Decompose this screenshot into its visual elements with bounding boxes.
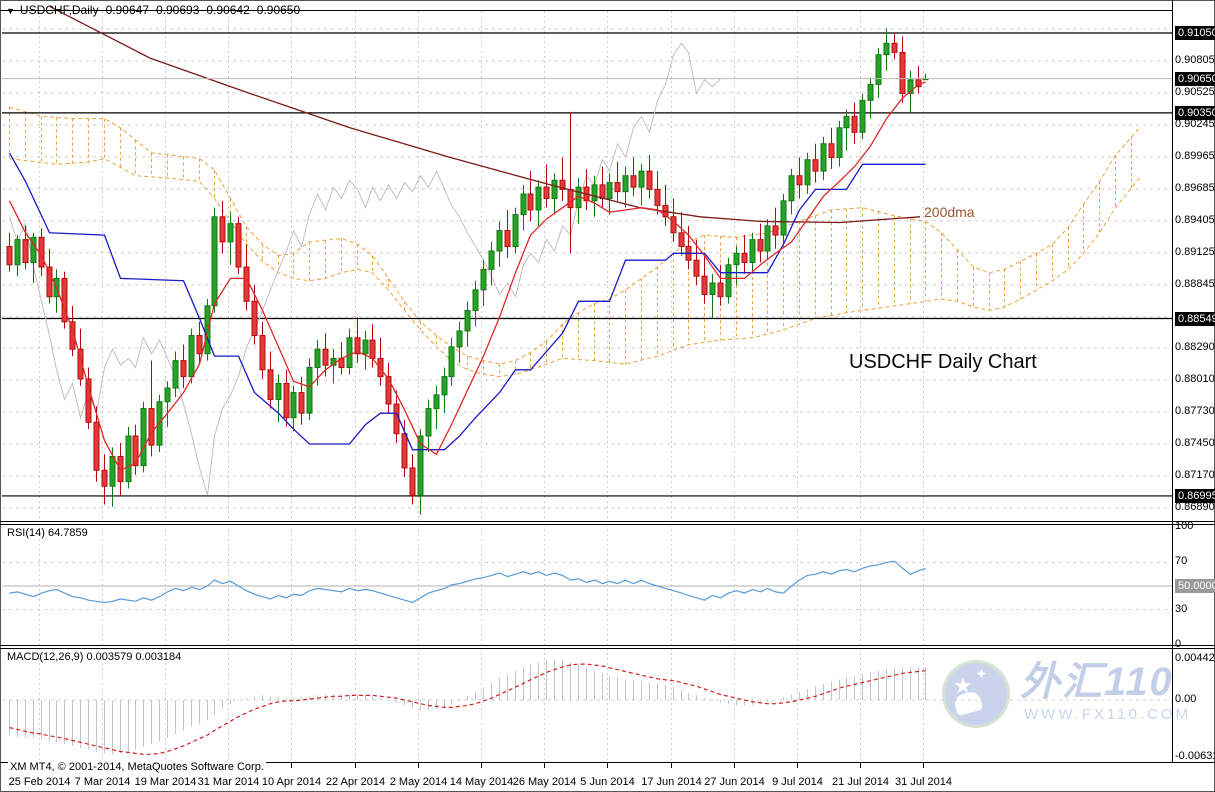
ohlc-close: 0.90650	[256, 3, 301, 17]
time-axis-label: 25 Feb 2014	[8, 776, 71, 788]
price-axis-label: 0.89965	[1175, 150, 1215, 162]
price-tag: 0.90350	[1175, 106, 1215, 120]
time-axis-label: 2 May 2014	[389, 776, 448, 788]
chart-title-bar: ▼ USDCHF,Daily 0.90647 0.90693 0.90642 0.9065…	[6, 3, 300, 17]
price-axis-label: 0.88845	[1175, 278, 1215, 290]
price-tag: 0.90650	[1175, 72, 1215, 86]
time-axis-label: 9 Jul 2014	[772, 776, 823, 788]
time-axis[interactable]: 25 Feb 2014 7 Mar 2014 19 Mar 2014 31 Mar 2…	[0, 763, 1215, 792]
price-axis-label: 0.87450	[1175, 437, 1215, 449]
price-axis-label: 0.89685	[1175, 182, 1215, 194]
price-tag: 0.86995	[1175, 489, 1215, 503]
ohlc-high: 0.90693	[156, 3, 200, 17]
price-axis-label: 0.90245	[1175, 118, 1215, 130]
chart-note-text: USDCHF Daily Chart	[849, 351, 1037, 373]
ma200-label: 200dma	[924, 204, 975, 220]
copyright-text: XM MT4, © 2001-2014, MetaQuotes Software…	[8, 761, 266, 773]
time-axis-label: 27 Jun 2014	[704, 776, 765, 788]
price-axis-label: 0	[1175, 638, 1182, 650]
price-axis-label: -0.006315	[1175, 750, 1215, 762]
time-axis-label: 14 May 2014	[449, 776, 514, 788]
price-axis-label: 30	[1175, 603, 1188, 615]
time-axis-label: 19 Mar 2014	[134, 776, 197, 788]
price-axis-label: 0.88290	[1175, 341, 1215, 353]
price-axis-label: 0.89125	[1175, 246, 1215, 258]
price-axis[interactable]: 0.90805 0.90525 0.90245 0.89965 0.89685 0.894…	[1173, 0, 1215, 763]
price-tag: 0.88549	[1175, 312, 1215, 326]
watermark-brand: 外汇110	[1020, 660, 1174, 704]
fx110-logo-icon: ★ ✦	[942, 660, 1010, 728]
price-axis-label: 0.90525	[1175, 86, 1215, 98]
time-axis-label: 10 Apr 2014	[261, 776, 322, 788]
rsi-indicator-label: RSI(14) 64.7859	[7, 527, 88, 539]
price-axis-label: 0.87170	[1175, 469, 1215, 481]
macd-indicator-label: MACD(12,26,9) 0.003579 0.003184	[7, 651, 182, 663]
watermark-url: WWW.FX110.COM	[1024, 706, 1192, 723]
ohlc-low: 0.90642	[206, 3, 250, 17]
star-icon-small: ✦	[975, 666, 988, 683]
price-axis-label: 0.89405	[1175, 214, 1215, 226]
watermark-text: 外汇110 WWW.FX110.COM	[1020, 660, 1191, 723]
price-axis-label: 100	[1175, 520, 1194, 532]
time-axis-label: 7 Mar 2014	[74, 776, 131, 788]
price-axis-label: 0.004428	[1175, 652, 1215, 664]
time-axis-label: 31 Mar 2014	[197, 776, 260, 788]
ohlc-open: 0.90647	[105, 3, 149, 17]
price-axis-label: 0.86890	[1175, 501, 1215, 513]
price-axis-label: 0.90805	[1175, 54, 1215, 66]
time-axis-label: 5 Jun 2014	[580, 776, 635, 788]
time-axis-label: 21 Jul 2014	[832, 776, 889, 788]
time-axis-label: 26 May 2014	[512, 776, 577, 788]
price-tag: 0.91050	[1175, 26, 1215, 40]
price-axis-label: 0.87730	[1175, 405, 1215, 417]
chevron-down-icon[interactable]: ▼	[6, 6, 15, 16]
price-axis-label: 0.88010	[1175, 373, 1215, 385]
time-axis-label: 31 Jul 2014	[895, 776, 952, 788]
price-axis-label: 70	[1175, 555, 1188, 567]
price-axis-label: 0.00	[1175, 693, 1197, 705]
time-axis-label: 22 Apr 2014	[325, 776, 386, 788]
time-axis-label: 17 Jun 2014	[641, 776, 702, 788]
watermark: ★ ✦ 外汇110 WWW.FX110.COM	[942, 660, 1191, 728]
symbol-period-label: USDCHF,Daily	[19, 3, 99, 17]
